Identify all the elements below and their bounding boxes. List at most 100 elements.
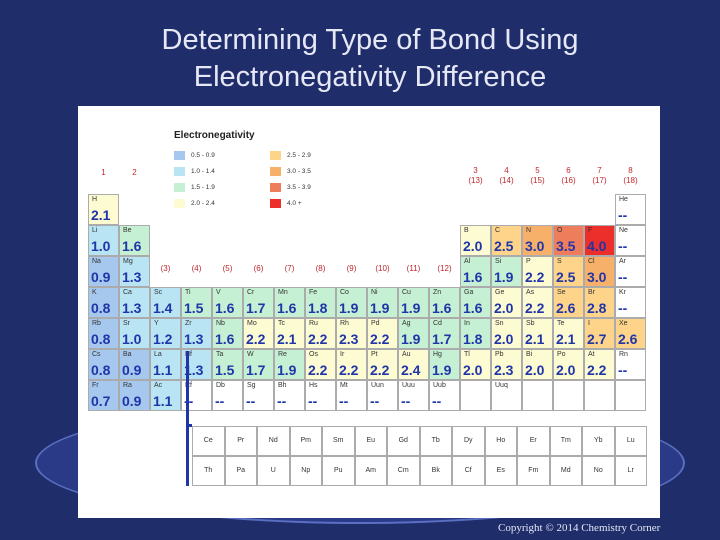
actinide-cell: Pu (322, 456, 355, 486)
element-symbol: Bk (431, 467, 440, 474)
electronegativity-value: 1.5 (215, 362, 235, 378)
element-cell: Rn -- (615, 349, 646, 380)
element-cell: Mn 1.6 (274, 287, 305, 318)
element-cell: Ta 1.5 (212, 349, 243, 380)
legend-swatch (174, 167, 185, 176)
lanthanide-cell: Er (517, 426, 550, 456)
element-symbol: Pt (371, 351, 378, 358)
group-label: (12) (437, 264, 452, 273)
element-cell: Pd 2.2 (367, 318, 398, 349)
electronegativity-value: 1.9 (432, 362, 452, 378)
electronegativity-value: 2.2 (587, 362, 607, 378)
electronegativity-value: 2.3 (339, 331, 359, 347)
actinide-cell: Cf (452, 456, 485, 486)
electronegativity-value: 2.2 (246, 331, 266, 347)
electronegativity-value: 2.2 (308, 331, 328, 347)
actinide-cell: Am (354, 456, 387, 486)
element-symbol: Ta (216, 351, 224, 358)
element-symbol: B (464, 227, 469, 234)
element-symbol: Cs (92, 351, 101, 358)
f-block-connector (186, 424, 192, 427)
actinide-cell: Pa (224, 456, 257, 486)
element-symbol: C (495, 227, 501, 234)
element-cell: Nb 1.6 (212, 318, 243, 349)
element-cell: Zn 1.6 (429, 287, 460, 318)
electronegativity-value: 1.6 (122, 238, 142, 254)
lanthanide-cell: Ce (192, 426, 225, 456)
element-symbol: Se (557, 289, 566, 296)
element-symbol: Be (123, 227, 132, 234)
group-label: 5 (15) (530, 166, 545, 185)
element-symbol: Lu (626, 437, 635, 444)
element-symbol: Re (278, 351, 287, 358)
electronegativity-value: 1.0 (91, 238, 111, 254)
element-symbol: Sn (495, 320, 504, 327)
element-cell: Uuu -- (398, 380, 429, 411)
element-cell: Re 1.9 (274, 349, 305, 380)
element-symbol: Ce (203, 437, 213, 444)
element-cell: Tc 2.1 (274, 318, 305, 349)
element-symbol: Tc (278, 320, 285, 327)
element-cell: Cr 1.7 (243, 287, 274, 318)
actinide-cell: Th (192, 456, 225, 486)
group-label: (6) (253, 264, 264, 273)
lanthanide-cell: Lu (614, 426, 647, 456)
legend-swatch (270, 151, 281, 160)
element-symbol: Ne (619, 227, 628, 234)
element-cell (460, 380, 491, 411)
element-cell: Uun -- (367, 380, 398, 411)
legend-item: 3.5 - 3.9 (270, 183, 311, 192)
element-symbol: Cm (397, 467, 409, 474)
element-cell: Ni 1.9 (367, 287, 398, 318)
electronegativity-value: 2.8 (587, 300, 607, 316)
electronegativity-value: -- (432, 393, 442, 409)
electronegativity-value: -- (308, 393, 318, 409)
legend-item: 1.5 - 1.9 (174, 183, 215, 192)
element-cell: N 3.0 (522, 225, 553, 256)
element-cell: Ag 1.9 (398, 318, 429, 349)
element-cell: Mo 2.2 (243, 318, 274, 349)
element-symbol: I (588, 320, 590, 327)
element-cell (584, 380, 615, 411)
element-symbol: Eu (366, 437, 376, 444)
electronegativity-value: -- (618, 300, 628, 316)
element-cell: Y 1.2 (150, 318, 181, 349)
element-symbol: As (526, 289, 535, 296)
electronegativity-value: 2.2 (525, 300, 545, 316)
element-cell: Uuq (491, 380, 522, 411)
element-symbol: Ar (619, 258, 626, 265)
element-symbol: He (619, 196, 628, 203)
element-cell: Sr 1.0 (119, 318, 150, 349)
electronegativity-value: 1.3 (122, 269, 142, 285)
electronegativity-value: 2.0 (494, 300, 514, 316)
lanthanide-cell: Gd (387, 426, 420, 456)
electronegativity-value: 2.5 (494, 238, 514, 254)
element-symbol: Ra (123, 382, 132, 389)
element-cell: Kr -- (615, 287, 646, 318)
element-cell: Bi 2.0 (522, 349, 553, 380)
element-cell (553, 380, 584, 411)
element-cell: La 1.1 (150, 349, 181, 380)
legend-item: 2.5 - 2.9 (270, 151, 311, 160)
element-symbol: Zn (433, 289, 442, 296)
element-symbol: Gd (398, 437, 408, 444)
element-symbol: Pm (300, 437, 312, 444)
element-symbol: Pu (333, 467, 343, 474)
element-cell: W 1.7 (243, 349, 274, 380)
element-cell: Pt 2.2 (367, 349, 398, 380)
group-label: (8) (315, 264, 326, 273)
element-cell: Po 2.0 (553, 349, 584, 380)
electronegativity-value: 3.5 (556, 238, 576, 254)
electronegativity-value: -- (370, 393, 380, 409)
element-symbol: Ac (154, 382, 163, 389)
legend-item: 0.5 - 0.9 (174, 151, 215, 160)
element-cell: Be 1.6 (119, 225, 150, 256)
slide-title-line-2: Electronegativity Difference (193, 61, 547, 93)
element-cell: Sb 2.1 (522, 318, 553, 349)
element-cell: Ca 1.3 (119, 287, 150, 318)
element-cell: Sn 2.0 (491, 318, 522, 349)
slide-title-line-1: Determining Type of Bond Using (161, 24, 579, 56)
electronegativity-value: -- (246, 393, 256, 409)
element-cell: He -- (615, 194, 646, 225)
element-cell: Se 2.6 (553, 287, 584, 318)
